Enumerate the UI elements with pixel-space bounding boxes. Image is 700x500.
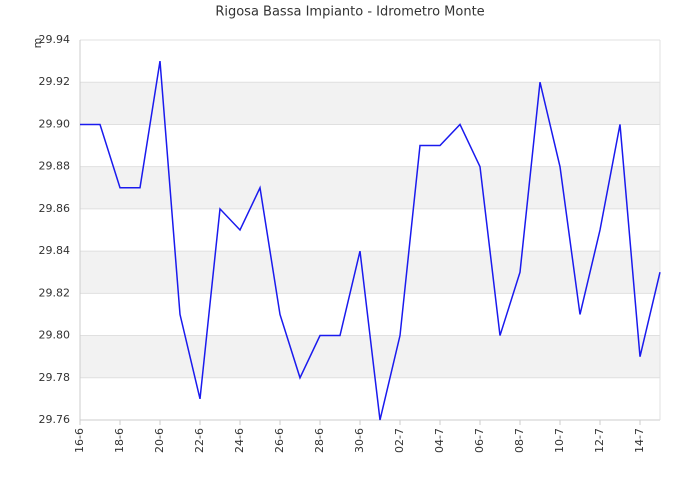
x-tick-label: 26-6 <box>273 428 286 453</box>
x-tick-label: 12-7 <box>593 428 606 453</box>
y-tick-label: 29.92 <box>39 75 71 88</box>
x-tick-label: 02-7 <box>393 428 406 453</box>
x-tick-label: 18-6 <box>113 428 126 453</box>
y-tick-label: 29.90 <box>39 117 71 130</box>
chart-title: Rigosa Bassa Impianto - Idrometro Monte <box>215 5 484 20</box>
x-tick-label: 24-6 <box>233 428 246 453</box>
grid-band <box>80 82 660 125</box>
x-tick-label: 04-7 <box>433 428 446 453</box>
x-tick-label: 10-7 <box>553 428 566 453</box>
grid-band <box>80 166 660 209</box>
x-tick-label: 14-7 <box>633 428 646 453</box>
x-tick-label: 20-6 <box>153 428 166 453</box>
x-tick-label: 06-7 <box>473 428 486 453</box>
y-tick-label: 29.94 <box>39 33 71 46</box>
y-tick-label: 29.84 <box>39 244 71 257</box>
x-tick-label: 08-7 <box>513 428 526 453</box>
y-tick-label: 29.78 <box>39 371 71 384</box>
grid-band <box>80 335 660 378</box>
y-tick-label: 29.88 <box>39 160 71 173</box>
x-tick-label: 30-6 <box>353 428 366 453</box>
y-tick-label: 29.86 <box>39 202 71 215</box>
y-tick-label: 29.76 <box>39 413 71 426</box>
y-tick-label: 29.82 <box>39 286 71 299</box>
x-tick-label: 28-6 <box>313 428 326 453</box>
x-tick-label: 22-6 <box>193 428 206 453</box>
x-tick-label: 16-6 <box>73 428 86 453</box>
line <box>80 60 661 421</box>
y-axis-label: m <box>31 38 44 49</box>
y-tick-label: 29.80 <box>39 329 71 342</box>
